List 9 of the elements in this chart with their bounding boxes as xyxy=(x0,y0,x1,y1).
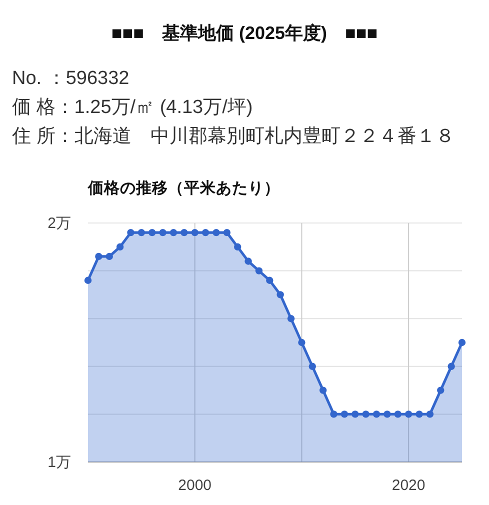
annotation: No. ：596332 xyxy=(12,68,130,89)
y-tick-label: 1万 xyxy=(48,454,71,471)
x-tick-label: 2000 xyxy=(178,477,212,494)
annotation: 価 格：1.25万/㎡ (4.13万/坪) xyxy=(12,97,253,118)
x-tick-label: 2020 xyxy=(392,477,426,494)
subtitle: 価格の推移（平米あたり） xyxy=(88,180,280,197)
title: ■■■ 基準地価 (2025年度) ■■■ xyxy=(111,23,378,43)
y-tick-label: 2万 xyxy=(48,215,71,232)
annotation: 住 所：北海道 中川郡幕別町札内豊町２２４番１８ xyxy=(12,126,454,147)
